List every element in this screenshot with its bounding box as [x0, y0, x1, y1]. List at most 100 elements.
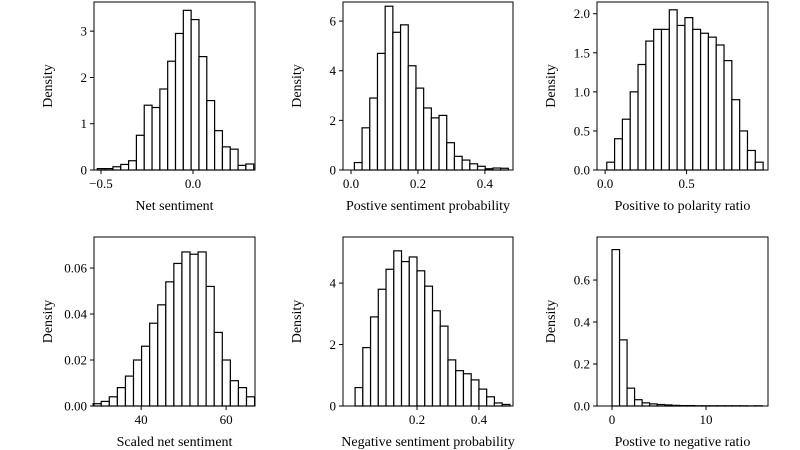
- x-tick-label: 0.0: [185, 176, 201, 191]
- y-tick-label: 6: [330, 14, 337, 29]
- bar: [369, 316, 379, 407]
- y-tick-label: 0.2: [574, 357, 590, 372]
- bar: [692, 28, 702, 171]
- bar: [167, 60, 177, 171]
- panel: −0.5 0.0 0 1 2 3 Net sentiment Density: [41, 1, 256, 214]
- axes-frame: [596, 236, 769, 407]
- bar: [159, 88, 169, 171]
- y-tick-label: 2.0: [574, 6, 590, 21]
- panel: 40 60 0.00 0.02 0.04 0.06 Scaled net sentiment…: [41, 236, 256, 450]
- bar: [746, 149, 756, 171]
- bar: [377, 288, 387, 407]
- y-tick-label: 1: [81, 116, 88, 131]
- bar: [754, 161, 764, 171]
- bar: [684, 17, 694, 171]
- bar: [486, 396, 496, 407]
- y-tick-label: 3: [81, 24, 88, 39]
- x-tick-label: 0.4: [471, 412, 488, 427]
- y-tick-label: 2: [330, 337, 337, 352]
- x-axis-label: Postive sentiment probability: [346, 199, 510, 214]
- x-tick-label: 0.2: [409, 412, 425, 427]
- bar: [408, 256, 418, 407]
- bar: [237, 164, 247, 171]
- bar: [108, 396, 118, 407]
- bar: [611, 248, 621, 407]
- bar: [626, 387, 636, 407]
- bar: [229, 380, 240, 407]
- bar: [362, 347, 372, 407]
- bar: [653, 28, 663, 171]
- bar: [660, 28, 670, 171]
- bar: [182, 9, 192, 171]
- bar: [124, 375, 135, 407]
- bar: [221, 146, 231, 171]
- bar: [151, 106, 161, 171]
- y-axis-label: Density: [41, 64, 56, 108]
- y-tick-label: 0.00: [64, 399, 87, 414]
- bar: [446, 142, 456, 171]
- bar: [447, 359, 457, 407]
- y-axis-label: Density: [41, 300, 56, 344]
- y-tick-label: 0.5: [574, 123, 590, 138]
- bar: [618, 339, 628, 407]
- bar: [237, 387, 248, 407]
- bar: [731, 99, 741, 171]
- bar: [430, 117, 440, 171]
- panel: 0.0 0.5 0.0 0.5 1.0 1.5 2.0 Positive to polarit…: [544, 1, 769, 214]
- bar: [470, 379, 480, 407]
- y-tick-label: 4: [330, 276, 337, 291]
- panel: 0 10 0.0 0.2 0.4 0.6 Postive to negative ratio…: [544, 236, 769, 450]
- x-tick-label: 10: [699, 412, 712, 427]
- bar: [455, 370, 465, 407]
- bar: [613, 138, 624, 171]
- bar: [157, 304, 167, 407]
- bar: [645, 40, 655, 171]
- bar: [189, 253, 199, 407]
- bar: [392, 31, 402, 171]
- bar: [462, 373, 472, 407]
- bar: [174, 32, 184, 171]
- bar: [407, 65, 417, 171]
- axes-frame: [342, 1, 514, 171]
- y-tick-label: 2: [330, 113, 337, 128]
- x-tick-label: 0: [609, 412, 616, 427]
- axes-frame: [93, 236, 256, 407]
- x-tick-label: 60: [220, 412, 233, 427]
- y-tick-label: 0: [81, 163, 88, 178]
- bar: [424, 285, 434, 407]
- bar: [399, 24, 409, 171]
- bar: [629, 91, 639, 171]
- y-axis-label: Density: [290, 300, 305, 344]
- y-tick-label: 0.4: [574, 315, 591, 330]
- bar: [469, 163, 479, 171]
- bar: [376, 52, 386, 171]
- x-tick-label: 0.4: [477, 176, 494, 191]
- x-tick-label: 0.0: [597, 176, 613, 191]
- bar: [229, 148, 239, 171]
- bar: [353, 161, 363, 171]
- bar: [213, 331, 223, 407]
- bar: [173, 262, 183, 407]
- x-axis-label: Positive to polarity ratio: [615, 199, 751, 214]
- bar: [739, 130, 749, 171]
- bar: [431, 310, 441, 407]
- y-tick-label: 4: [330, 63, 337, 78]
- x-axis-label: Negative sentiment probability: [341, 435, 514, 450]
- axes-frame: [342, 236, 514, 407]
- bar: [385, 268, 395, 407]
- y-tick-label: 0.06: [64, 261, 87, 276]
- bar: [400, 260, 410, 407]
- bar: [181, 251, 191, 407]
- y-axis-label: Density: [290, 64, 305, 108]
- bar: [361, 127, 371, 171]
- bar: [214, 130, 224, 171]
- bar: [453, 155, 463, 171]
- bar: [206, 99, 216, 171]
- y-tick-label: 0.02: [64, 353, 87, 368]
- x-axis-label: Scaled net sentiment: [117, 435, 233, 450]
- bar: [476, 165, 486, 171]
- bar: [197, 251, 207, 407]
- bar: [369, 97, 379, 171]
- bar: [127, 160, 138, 171]
